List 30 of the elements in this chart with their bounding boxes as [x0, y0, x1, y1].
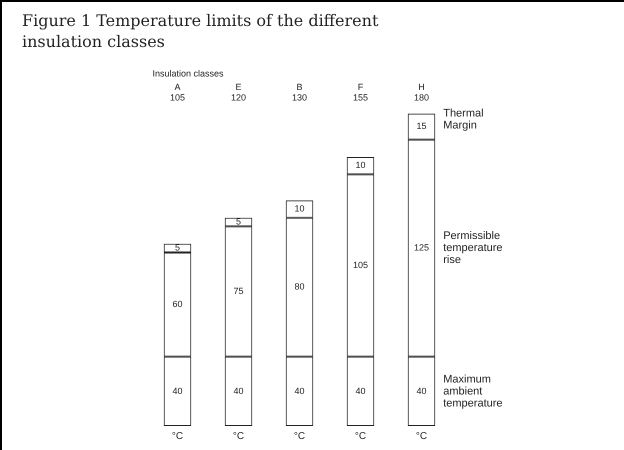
data-label: 60	[172, 298, 183, 309]
text: °C	[232, 430, 244, 442]
data-label: 40	[233, 386, 244, 396]
x-tick-label: E 120	[230, 82, 246, 103]
data-label: 80	[294, 282, 305, 292]
data-label: 75	[233, 286, 244, 296]
x-tick-label: F 155	[352, 82, 368, 103]
text: °C	[416, 430, 428, 442]
text: °C	[294, 430, 306, 442]
x-tick-label: H 180	[414, 82, 430, 103]
data-label: 15	[416, 121, 427, 132]
data-label: 5	[174, 242, 180, 253]
x-tick-label: B 130	[292, 82, 308, 103]
data-label: 105	[352, 260, 368, 270]
text: °C	[354, 430, 366, 442]
data-label: 40	[416, 386, 427, 396]
data-label: 40	[294, 386, 305, 396]
series-label: Thermal Margin	[443, 108, 484, 132]
chart-title: Figure 1 Temperature limits of the different insulation classes	[22, 10, 380, 52]
data-label: 10	[294, 204, 305, 214]
series-label: Maximum ambient temperature	[443, 373, 503, 410]
data-label: 5	[236, 216, 242, 227]
series-label: Permissible temperature rise	[443, 230, 503, 266]
data-label: 40	[355, 386, 366, 396]
data-label: 10	[355, 160, 366, 170]
data-label: 40	[172, 386, 183, 396]
data-label: 125	[414, 242, 430, 253]
x-axis-title: Insulation classes	[152, 68, 224, 78]
text: °C	[172, 430, 184, 442]
x-tick-label: A 105	[170, 82, 186, 103]
